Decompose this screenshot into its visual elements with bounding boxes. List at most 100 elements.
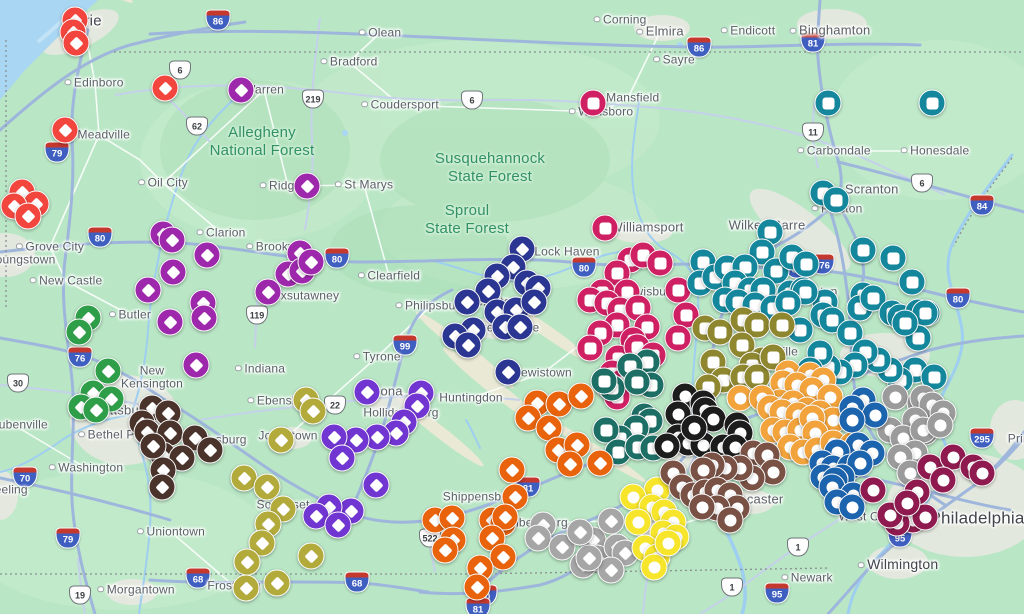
map-marker-altoona-violet[interactable]: [362, 471, 390, 499]
map-marker-somerset-olive[interactable]: [230, 464, 258, 492]
map-marker-gettysburg-gray[interactable]: [566, 518, 594, 546]
map-marker-reading-amber[interactable]: [726, 384, 754, 412]
map-marker-altoona-violet[interactable]: [324, 511, 352, 539]
map-marker-north-purple[interactable]: [134, 276, 162, 304]
map-marker-north-purple[interactable]: [254, 278, 282, 306]
map-marker-north-purple[interactable]: [293, 172, 321, 200]
map-marker-northeast-teal[interactable]: [879, 244, 907, 272]
map-marker-susquehanna-crimson[interactable]: [591, 214, 619, 242]
map-marker-north-purple[interactable]: [297, 248, 325, 276]
map-marker-susquehanna-crimson[interactable]: [664, 324, 692, 352]
map-marker-chester-blue[interactable]: [861, 401, 889, 429]
map-marker-butler-green[interactable]: [65, 318, 93, 346]
map-marker-bucks-gray[interactable]: [926, 411, 954, 439]
map-marker-northeast-teal[interactable]: [891, 309, 919, 337]
map-marker-cumberland-orange[interactable]: [463, 573, 491, 601]
square-glyph-icon: [611, 267, 623, 279]
map-marker-york-yellow[interactable]: [624, 508, 652, 536]
map-marker-somerset-olive[interactable]: [233, 548, 261, 576]
map-marker-susquehanna-crimson[interactable]: [576, 334, 604, 362]
map-marker-statecollege-navy[interactable]: [520, 288, 548, 316]
map-marker-philadelphia-maroon[interactable]: [929, 466, 957, 494]
map-marker-york-yellow[interactable]: [640, 553, 668, 581]
map-marker-philadelphia-maroon[interactable]: [893, 489, 921, 517]
map-marker-north-purple[interactable]: [159, 258, 187, 286]
map-marker-northeast-teal[interactable]: [814, 89, 842, 117]
square-glyph-icon: [887, 252, 899, 264]
map-marker-statecollege-navy[interactable]: [453, 288, 481, 316]
map-marker-north-purple[interactable]: [190, 304, 218, 332]
map-marker-erie-red[interactable]: [151, 74, 179, 102]
map-marker-northeast-teal[interactable]: [898, 268, 926, 296]
map-marker-north-purple[interactable]: [158, 226, 186, 254]
map-marker-cumberland-orange[interactable]: [545, 390, 573, 418]
map-marker-chester-blue[interactable]: [838, 493, 866, 521]
map-marker-northeast-teal[interactable]: [822, 186, 850, 214]
map-marker-somerset-olive[interactable]: [299, 397, 327, 425]
map-marker-north-purple[interactable]: [227, 76, 255, 104]
map-marker-northeast-teal[interactable]: [792, 250, 820, 278]
map-marker-cumberland-orange[interactable]: [556, 450, 584, 478]
diamond-glyph-icon: [236, 470, 252, 486]
map-marker-schuylkill-olive[interactable]: [759, 343, 787, 371]
map-marker-pittsburgh-brown[interactable]: [148, 473, 176, 501]
map-marker-butler-green[interactable]: [82, 396, 110, 424]
map-marker-cumberland-orange[interactable]: [498, 456, 526, 484]
map-marker-cumberland-orange[interactable]: [489, 543, 517, 571]
map-marker-gettysburg-gray[interactable]: [524, 524, 552, 552]
map-marker-somerset-olive[interactable]: [297, 542, 325, 570]
map-marker-hershey-black[interactable]: [680, 414, 708, 442]
map-marker-hershey-black[interactable]: [653, 432, 681, 460]
diamond-glyph-icon: [202, 442, 218, 458]
map-marker-gettysburg-gray[interactable]: [575, 544, 603, 572]
map-marker-altoona-violet[interactable]: [328, 444, 356, 472]
map-marker-schuylkill-olive[interactable]: [706, 318, 734, 346]
map-marker-northeast-teal[interactable]: [849, 236, 877, 264]
city-label: Williamsport: [610, 219, 684, 235]
map-marker-somerset-olive[interactable]: [232, 574, 260, 602]
interstate-81-shield: 81: [800, 31, 826, 53]
map-marker-philadelphia-maroon[interactable]: [968, 459, 996, 487]
map-marker-lancaster-brown[interactable]: [716, 506, 744, 534]
map-marker-juniata-darkteal[interactable]: [623, 368, 651, 396]
map-marker-north-purple[interactable]: [156, 308, 184, 336]
map-marker-cumberland-orange[interactable]: [586, 449, 614, 477]
map-marker-juniata-darkteal[interactable]: [633, 348, 661, 376]
map-marker-cumberland-orange[interactable]: [491, 503, 519, 531]
map-marker-pittsburgh-brown[interactable]: [139, 432, 167, 460]
map-marker-erie-red[interactable]: [51, 116, 79, 144]
map-marker-cumberland-orange[interactable]: [438, 504, 466, 532]
map-marker-susquehanna-crimson[interactable]: [646, 249, 674, 277]
map-marker-erie-red[interactable]: [62, 29, 90, 57]
map-marker-philadelphia-maroon[interactable]: [876, 501, 904, 529]
map-marker-altoona-violet[interactable]: [353, 378, 381, 406]
map-marker-pittsburgh-brown[interactable]: [196, 436, 224, 464]
map-marker-north-purple[interactable]: [193, 241, 221, 269]
map-marker-statecollege-navy[interactable]: [494, 358, 522, 386]
map-marker-statecollege-navy[interactable]: [454, 331, 482, 359]
map-marker-juniata-darkteal[interactable]: [590, 367, 618, 395]
map-marker-lancaster-brown[interactable]: [688, 493, 716, 521]
square-glyph-icon: [926, 97, 938, 109]
circle-glyph-icon: [867, 484, 879, 496]
map-marker-somerset-olive[interactable]: [267, 426, 295, 454]
map-marker-cumberland-orange[interactable]: [567, 382, 595, 410]
town-dot-icon: [357, 271, 365, 279]
map-marker-somerset-olive[interactable]: [263, 569, 291, 597]
map-marker-philadelphia-maroon[interactable]: [859, 476, 887, 504]
map-marker-cumberland-orange[interactable]: [431, 536, 459, 564]
map-marker-erie-red[interactable]: [14, 202, 42, 230]
map-marker-northeast-teal[interactable]: [904, 324, 932, 352]
map-marker-york-yellow[interactable]: [654, 529, 682, 557]
map-marker-schuylkill-olive[interactable]: [768, 311, 796, 339]
map-marker-chester-blue[interactable]: [838, 406, 866, 434]
map-marker-statecollege-navy[interactable]: [506, 313, 534, 341]
map-marker-gettysburg-gray[interactable]: [597, 507, 625, 535]
map-marker-northeast-teal[interactable]: [918, 89, 946, 117]
map-marker-chester-blue[interactable]: [846, 449, 874, 477]
map-marker-susquehanna-crimson[interactable]: [579, 89, 607, 117]
map-marker-lancaster-brown[interactable]: [753, 441, 781, 469]
map-marker-north-purple[interactable]: [182, 351, 210, 379]
map-marker-bucks-gray[interactable]: [881, 383, 909, 411]
